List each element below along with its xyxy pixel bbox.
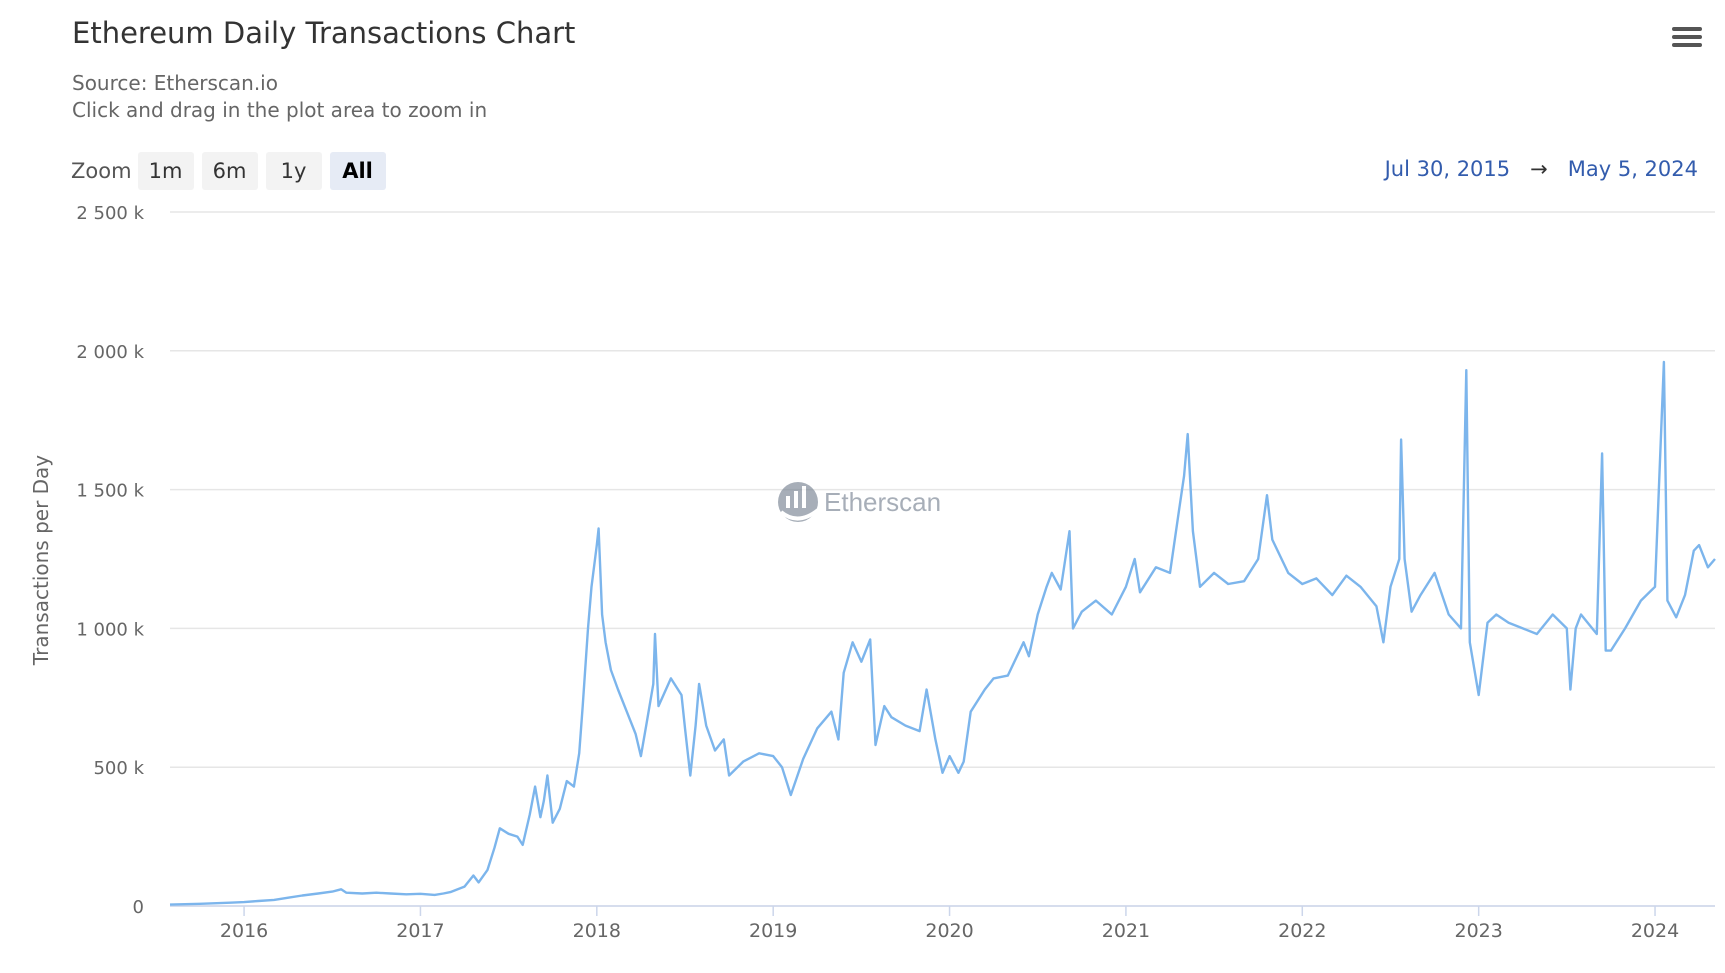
y-tick-label: 2 000 k [76,342,144,363]
x-tick-label: 2017 [396,920,444,942]
x-tick-label: 2018 [573,920,621,942]
x-tick-label: 2016 [220,920,268,942]
range-to-date[interactable]: May 5, 2024 [1567,157,1698,181]
x-tick-label: 2019 [749,920,797,942]
x-tick-label: 2023 [1454,920,1502,942]
zoom-1m-button[interactable]: 1m [137,152,194,190]
grid-lines [170,211,1715,907]
range-arrow-icon: → [1530,157,1548,181]
y-tick-label: 500 k [93,758,144,779]
zoom-all-button[interactable]: All [329,152,386,190]
axes: 0 500 k 1 000 k 1 500 k 2 000 k 2 500 k 2016 20… [76,203,1715,942]
zoom-label: Zoom [71,159,132,183]
etherscan-watermark: Etherscan [778,482,941,522]
watermark-text: Etherscan [824,487,941,517]
y-tick-label: 1 500 k [76,481,144,502]
y-tick-label: 1 000 k [76,619,144,640]
series-line-transactions[interactable] [169,360,1716,906]
zoom-1y-button[interactable]: 1y [265,152,322,190]
x-tick-label: 2024 [1631,920,1679,942]
y-tick-label: 0 [133,897,144,918]
y-axis-title: Transactions per Day [29,455,53,666]
zoom-6m-button[interactable]: 6m [201,152,258,190]
range-selector-zoom: Zoom 1m 6m 1y All [71,151,394,191]
date-range-display: Jul 30, 2015 → May 5, 2024 [1385,157,1698,181]
hamburger-menu-icon[interactable] [1666,20,1710,56]
chart-subtitle: Source: Etherscan.io Click and drag in t… [72,70,487,124]
zoom-hint-text: Click and drag in the plot area to zoom … [72,98,488,122]
x-tick-label: 2020 [925,920,973,942]
y-tick-label: 2 500 k [76,203,144,224]
range-from-date[interactable]: Jul 30, 2015 [1384,157,1511,181]
source-text: Source: Etherscan.io [72,71,278,95]
chart-title: Ethereum Daily Transactions Chart [72,16,576,50]
etherscan-logo-icon [778,482,820,522]
x-tick-label: 2022 [1278,920,1326,942]
x-tick-label: 2021 [1102,920,1150,942]
